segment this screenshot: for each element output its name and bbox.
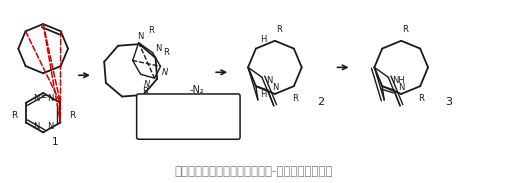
Text: R: R xyxy=(163,48,169,57)
Text: 1a:: 1a: xyxy=(147,100,162,109)
Text: N: N xyxy=(144,80,150,89)
Text: N: N xyxy=(33,94,39,103)
Text: N: N xyxy=(155,44,162,53)
Text: H: H xyxy=(261,35,267,44)
Text: R: R xyxy=(142,87,148,96)
Text: 2: 2 xyxy=(317,97,324,107)
Text: R: R xyxy=(69,111,75,120)
Text: 1: 1 xyxy=(52,137,59,147)
Text: N: N xyxy=(272,83,278,92)
Text: 四嗪和反式环辛烯之间的狄尔斯-阿尔德环加成作用: 四嗪和反式环辛烯之间的狄尔斯-阿尔德环加成作用 xyxy=(175,165,333,178)
Text: R = Ph: R = Ph xyxy=(144,115,174,124)
Text: N: N xyxy=(47,122,53,131)
FancyBboxPatch shape xyxy=(136,94,240,139)
Text: R: R xyxy=(148,26,154,36)
Text: -N₂: -N₂ xyxy=(190,85,205,95)
Text: R: R xyxy=(11,111,17,120)
Text: N: N xyxy=(398,83,405,92)
Text: R: R xyxy=(418,94,424,103)
Text: N: N xyxy=(161,68,167,77)
Text: H: H xyxy=(261,90,267,99)
Text: R: R xyxy=(402,25,408,34)
Text: N: N xyxy=(137,32,144,41)
Text: N: N xyxy=(224,105,230,114)
Text: R: R xyxy=(276,25,282,34)
Text: N: N xyxy=(47,94,53,103)
Text: N: N xyxy=(266,76,272,85)
Text: =: = xyxy=(40,92,46,101)
Text: 1b:: 1b: xyxy=(191,100,208,109)
Text: N: N xyxy=(33,122,39,131)
Text: 3: 3 xyxy=(445,97,453,107)
Text: R: R xyxy=(292,94,298,103)
Text: R =: R = xyxy=(186,115,206,124)
Text: NH: NH xyxy=(392,76,405,85)
